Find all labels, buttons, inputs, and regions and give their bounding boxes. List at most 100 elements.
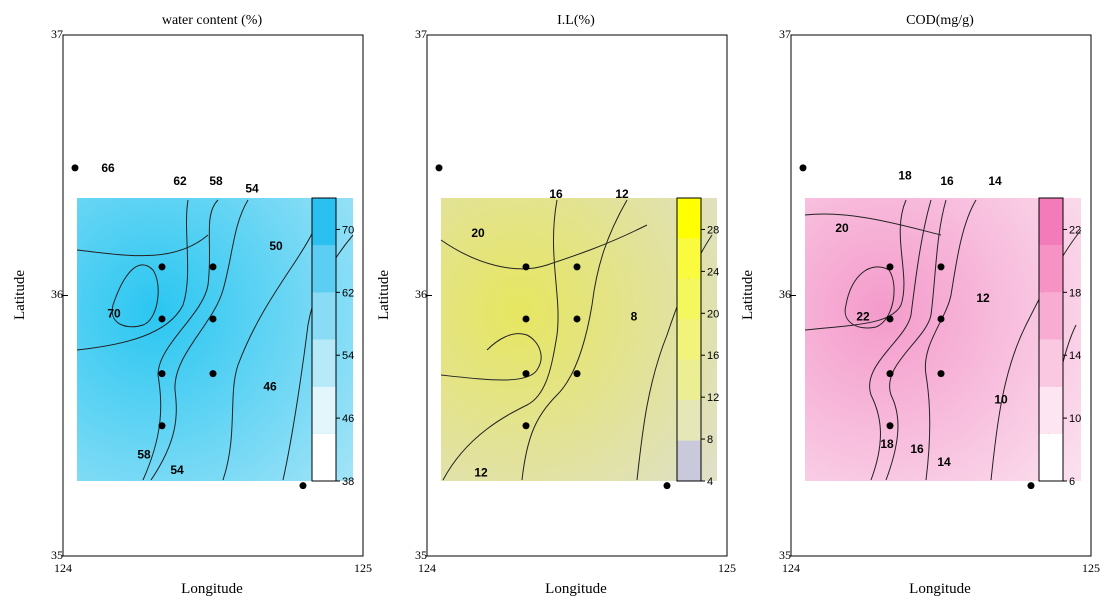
station-point	[663, 482, 671, 490]
chart-panel-water-content: water content (%) 66 70 62 58 54 50 46 58 54 38 4…	[12, 13, 372, 597]
colorbar-segment	[677, 198, 701, 239]
colorbar-tick-label: 28	[707, 224, 719, 236]
colorbar-frame	[311, 197, 337, 482]
contour-label: 12	[474, 466, 488, 480]
contour-label: 16	[549, 187, 563, 201]
station-point	[573, 315, 581, 323]
y-tick-label: 36	[779, 287, 791, 301]
station-point	[937, 263, 945, 271]
y-tick-label: 37	[779, 27, 791, 41]
contour-label: 16	[940, 174, 954, 188]
colorbar-tick-label: 10	[1069, 413, 1081, 425]
contour-label: 12	[615, 187, 629, 201]
station-point	[522, 422, 530, 430]
station-point	[158, 315, 166, 323]
contour-line	[440, 224, 648, 270]
chart-title: I.L(%)	[557, 13, 595, 28]
colorbar-tick-label: 8	[707, 434, 713, 446]
contour-label: 58	[209, 174, 223, 188]
contour-label: 70	[107, 307, 121, 321]
contour-label: 8	[631, 309, 638, 323]
station-point	[209, 315, 217, 323]
contour-line	[111, 264, 159, 328]
contour-line	[869, 199, 932, 481]
contour-line	[76, 234, 209, 257]
x-tick-label: 124	[782, 561, 800, 575]
colorbar-frame	[1038, 197, 1064, 482]
colorbar-tick-label: 6	[1069, 476, 1075, 488]
chart-panel-ignition-loss: I.L(%) 20 16 12 8 12 4 8 12 16 20 24 28 37 36 35 1…	[376, 13, 736, 597]
x-tick-label: 124	[54, 561, 72, 575]
station-point	[158, 370, 166, 378]
colorbar-segment	[312, 198, 336, 246]
station-point	[158, 422, 166, 430]
contour-line	[442, 199, 559, 481]
station-point	[209, 263, 217, 271]
colorbar-segment	[312, 339, 336, 387]
colorbar-tick-label: 18	[1069, 287, 1081, 299]
x-tick-label: 125	[718, 561, 736, 575]
colorbar-frame	[676, 197, 702, 482]
y-tick-label: 37	[415, 27, 427, 41]
colorbar-segment	[677, 400, 701, 441]
colorbar-tick-label: 16	[707, 350, 719, 362]
colorbar-segment	[1039, 245, 1063, 293]
colorbar-tick-label: 4	[707, 476, 713, 488]
colorbar-segment	[1039, 292, 1063, 340]
station-point	[522, 315, 530, 323]
contour-line	[76, 199, 189, 351]
contour-line	[804, 213, 942, 236]
x-axis-label: Longitude	[181, 581, 243, 597]
station-point	[158, 263, 166, 271]
contour-label: 18	[898, 169, 912, 183]
contour-label: 14	[937, 455, 951, 469]
station-point	[886, 263, 894, 271]
contour-label: 50	[269, 239, 283, 253]
station-point	[799, 164, 807, 172]
y-axis-label: Latitude	[376, 270, 392, 320]
contour-label: 18	[880, 437, 894, 451]
colorbar-segment	[312, 433, 336, 481]
station-point	[209, 370, 217, 378]
colorbar-segment	[677, 278, 701, 320]
station-point	[573, 370, 581, 378]
chart-title: water content (%)	[162, 13, 263, 28]
contour-label: 14	[988, 174, 1002, 188]
station-point	[886, 315, 894, 323]
contour-line	[521, 199, 628, 481]
colorbar-tick-label: 12	[707, 392, 719, 404]
colorbar-segment	[677, 359, 701, 401]
colorbar-tick-label: 20	[707, 308, 719, 320]
contour-label: 12	[976, 291, 990, 305]
x-tick-label: 124	[418, 561, 436, 575]
colorbar-tick-label: 62	[342, 287, 354, 299]
contour-label: 54	[170, 463, 184, 477]
station-point	[522, 370, 530, 378]
y-tick-label: 35	[51, 548, 63, 562]
contour-label: 16	[910, 442, 924, 456]
colorbar-tick-label: 14	[1069, 350, 1081, 362]
contour-label: 10	[994, 393, 1008, 407]
station-point	[299, 482, 307, 490]
y-axis-label: Latitude	[12, 270, 28, 320]
colorbar-segment	[1039, 433, 1063, 481]
chart-panel-cod: COD(mg/g) 18 16 14 20 22 12 10 18 16 14 6 10 14 18 22…	[740, 13, 1100, 597]
contour-line	[440, 333, 542, 381]
chart-title: COD(mg/g)	[906, 13, 974, 28]
station-point	[886, 370, 894, 378]
x-axis-label: Longitude	[909, 581, 971, 597]
contour-fill	[441, 198, 717, 481]
contour-line	[804, 199, 907, 331]
colorbar-segment	[312, 386, 336, 434]
station-point	[937, 315, 945, 323]
colorbar-segment	[1039, 386, 1063, 434]
contour-fill	[77, 198, 353, 481]
y-tick-label: 37	[51, 27, 63, 41]
colorbar-tick-label: 70	[342, 224, 354, 236]
colorbar-segment	[312, 292, 336, 340]
contour-label: 20	[471, 226, 485, 240]
colorbar-tick-label: 54	[342, 350, 354, 362]
x-axis-label: Longitude	[545, 581, 607, 597]
contour-label: 46	[263, 380, 277, 394]
